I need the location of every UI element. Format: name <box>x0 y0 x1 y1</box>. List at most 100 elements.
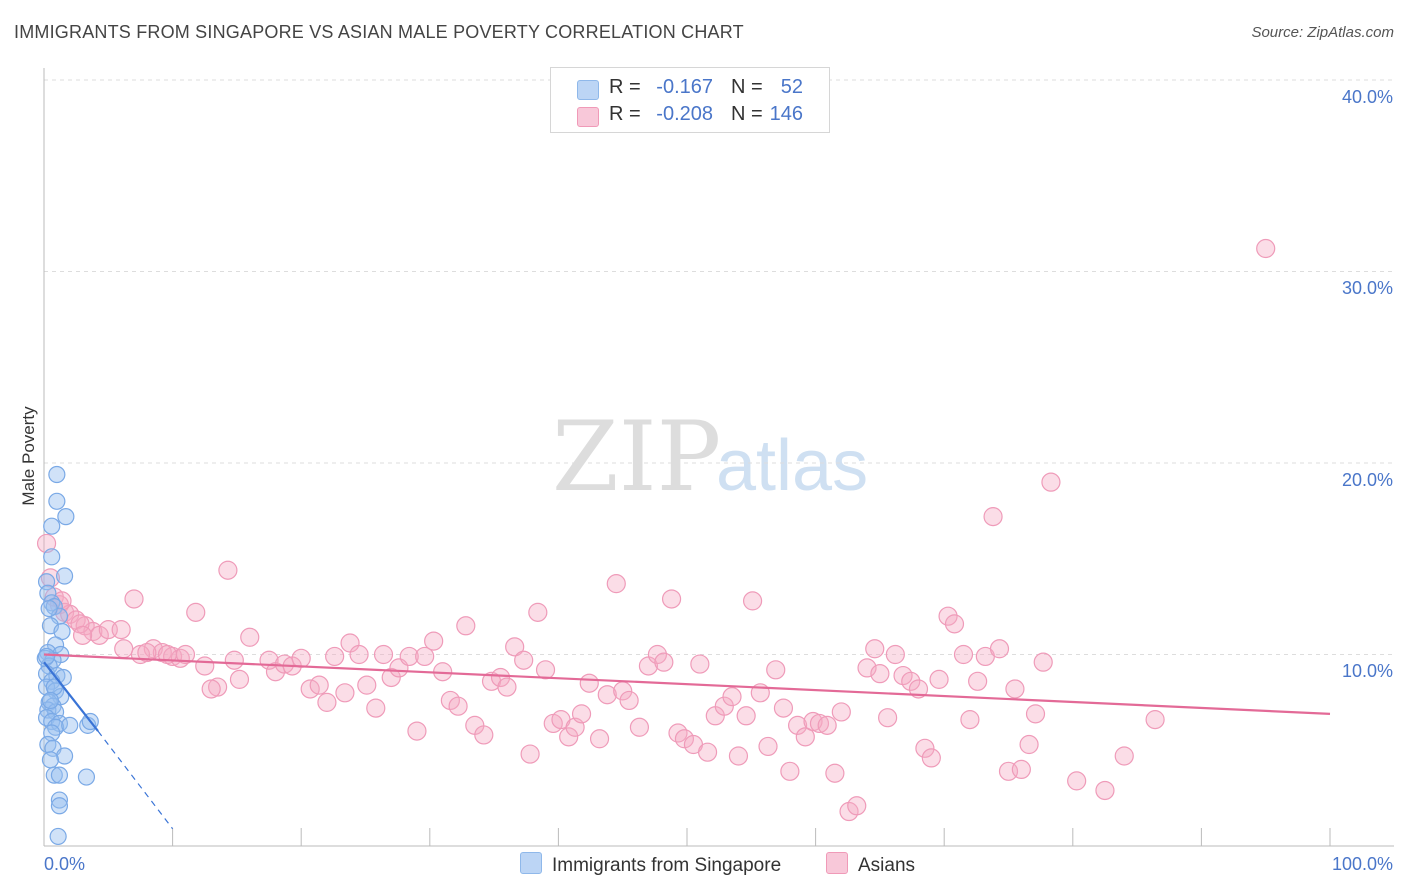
asians-point <box>795 727 815 747</box>
axes <box>43 68 1394 847</box>
legend-r-value: -0.208 <box>656 103 713 125</box>
asians-point <box>661 589 682 609</box>
asians-point <box>606 574 626 594</box>
grid <box>44 79 1394 655</box>
asians-point <box>921 748 941 768</box>
asians-point <box>831 702 851 722</box>
asians-point <box>373 644 394 665</box>
asians-point <box>424 631 444 651</box>
asians-point <box>878 708 898 728</box>
asians-point <box>528 602 548 622</box>
asians-point <box>968 671 988 691</box>
x-tick-max: 100.0% <box>1332 854 1393 874</box>
asians-point <box>186 602 206 622</box>
asians-point <box>758 736 778 757</box>
asians-point <box>915 738 935 758</box>
asians-point <box>505 637 525 657</box>
asians-point <box>1005 679 1025 699</box>
asians-point <box>885 644 905 665</box>
asians-point <box>325 646 345 667</box>
asians-point <box>366 698 386 718</box>
asians-points <box>36 238 1276 822</box>
asians-point <box>170 648 190 668</box>
singapore-points <box>36 465 99 846</box>
y-tick-labels: 10.0% 20.0% 30.0% 40.0% <box>1342 87 1393 681</box>
y-tick-20: 20.0% <box>1342 470 1393 490</box>
legend-swatch-pink <box>577 107 599 127</box>
asians-point <box>571 704 592 724</box>
singapore-point <box>50 797 69 815</box>
singapore-point <box>49 827 67 846</box>
asians-point <box>1025 704 1046 724</box>
asians-point <box>357 675 377 695</box>
asians-point <box>440 690 460 711</box>
bottom-legend: Immigrants from Singapore Asians <box>0 852 1406 878</box>
asians-point <box>619 690 639 711</box>
asians-point <box>399 646 419 667</box>
bottom-legend-label: Asians <box>858 855 916 876</box>
asians-point <box>597 685 617 705</box>
asians-point <box>70 614 90 634</box>
asians-point <box>908 679 929 699</box>
asians-point <box>111 620 131 640</box>
bottom-legend-asians: Asians <box>826 852 915 877</box>
bottom-legend-swatch-pink <box>826 852 848 874</box>
asians-point <box>817 715 837 735</box>
singapore-trend-extension <box>97 730 174 830</box>
asians-point <box>929 669 949 689</box>
asians-point <box>229 669 250 689</box>
legend-r-label: R = <box>609 103 641 125</box>
bottom-legend-swatch-blue <box>520 852 542 874</box>
asians-point <box>983 507 1003 527</box>
singapore-point <box>37 647 56 666</box>
singapore-point <box>50 791 69 809</box>
asians-point <box>989 639 1010 659</box>
asians-point <box>72 625 93 645</box>
asians-point <box>36 533 57 554</box>
asians-point <box>654 652 674 672</box>
asians-point <box>317 692 337 712</box>
x-tick-min: 0.0% <box>44 854 85 874</box>
asians-point <box>579 673 599 693</box>
trend-lines <box>43 653 1331 830</box>
asians-point <box>839 801 859 822</box>
asians-point <box>847 796 867 816</box>
asians-point <box>335 683 355 703</box>
asians-point <box>1114 746 1134 766</box>
asians-point <box>240 627 260 647</box>
asians-point <box>647 644 668 665</box>
asians-point <box>349 644 369 665</box>
y-tick-10: 10.0% <box>1342 661 1393 681</box>
asians-point <box>722 687 742 707</box>
asians-point <box>697 742 718 762</box>
asians-point <box>787 715 808 735</box>
singapore-point <box>50 766 69 784</box>
singapore-point <box>77 768 96 786</box>
asians-point <box>629 717 650 737</box>
legend-n-value: 52 <box>780 76 803 98</box>
asians-point <box>309 675 329 695</box>
asians-point <box>274 654 295 674</box>
asians-point <box>448 696 468 716</box>
asians-point <box>893 665 913 686</box>
legend-r-label: R = <box>609 76 641 98</box>
asians-point <box>865 639 885 659</box>
asians-point <box>809 713 830 734</box>
singapore-point <box>48 492 66 510</box>
asians-point <box>201 679 221 699</box>
asians-point <box>1033 652 1053 672</box>
legend: R = -0.167 N = 52 R = -0.208 N = 146 <box>550 67 830 133</box>
asians-point <box>589 729 610 749</box>
asians-point <box>901 671 921 691</box>
watermark-atlas: atlas <box>716 426 868 506</box>
asians-point <box>415 646 435 667</box>
y-axis-title: Male Poverty <box>19 406 38 506</box>
asians-point <box>535 660 556 680</box>
asians-point <box>124 589 144 609</box>
bottom-legend-singapore: Immigrants from Singapore <box>520 852 781 877</box>
asians-point <box>137 642 157 663</box>
asians-point <box>497 677 517 697</box>
asians-point <box>1095 780 1115 801</box>
asians-point <box>938 606 958 626</box>
asians-point <box>825 763 845 783</box>
